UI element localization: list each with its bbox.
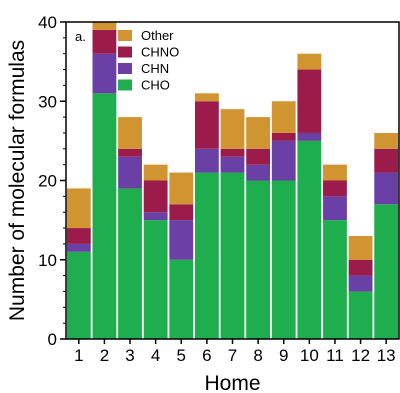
bar-chno-home-10 <box>297 69 322 133</box>
bar-chn-home-10 <box>297 132 322 141</box>
bar-chn-home-3 <box>118 156 142 189</box>
legend-label-chn: CHN <box>141 61 169 76</box>
x-axis-title: Home <box>204 372 260 393</box>
x-axis: 1 2 3 4 5 6 7 8 9 10 11 12 13 <box>74 339 396 365</box>
y-axis: 0 10 20 30 40 <box>38 13 66 349</box>
bar-chn-home-7 <box>220 156 245 173</box>
bar-cho-home-1 <box>66 251 91 339</box>
x-tick-label: 5 <box>177 346 186 365</box>
bar-other-home-4 <box>143 164 168 181</box>
bar-chn-home-13 <box>374 172 399 205</box>
bar-chno-home-4 <box>143 180 168 213</box>
x-tick-label: 10 <box>300 346 319 365</box>
y-tick-label: 30 <box>38 92 57 111</box>
x-tick-label: 2 <box>100 346 109 365</box>
bar-chn-home-12 <box>348 275 373 292</box>
x-tick-label: 3 <box>125 346 134 365</box>
bar-cho-home-13 <box>374 204 399 339</box>
bar-other-home-12 <box>348 235 373 260</box>
bar-chn-home-9 <box>271 140 296 181</box>
panel-label: a. <box>75 29 86 44</box>
x-tick-label: 7 <box>228 346 237 365</box>
bar-cho-home-4 <box>143 220 168 339</box>
bar-other-home-9 <box>271 101 296 133</box>
bar-other-home-6 <box>194 93 219 102</box>
bar-cho-home-10 <box>297 140 322 339</box>
y-tick-label: 20 <box>38 172 57 191</box>
bar-chno-home-12 <box>348 259 373 276</box>
bar-chn-home-8 <box>246 164 271 181</box>
bar-other-home-7 <box>220 109 245 149</box>
y-axis-title: Number of molecular formulas <box>6 40 29 321</box>
x-tick-label: 11 <box>326 346 344 365</box>
bar-other-home-11 <box>323 164 347 181</box>
bar-cho-home-3 <box>118 188 142 339</box>
bar-cho-home-6 <box>194 172 219 339</box>
bar-chn-home-5 <box>169 220 194 260</box>
bar-cho-home-8 <box>246 180 271 339</box>
bar-chn-home-2 <box>92 53 117 94</box>
bar-chno-home-11 <box>323 180 347 197</box>
bar-chno-home-3 <box>118 148 142 157</box>
bar-other-home-10 <box>297 53 322 70</box>
bar-cho-home-11 <box>323 220 347 339</box>
bar-cho-home-5 <box>169 259 194 339</box>
legend-swatch-other <box>118 30 132 41</box>
bar-chno-home-2 <box>92 29 117 54</box>
bar-chn-home-11 <box>323 196 347 221</box>
x-tick-label: 4 <box>151 346 160 365</box>
bar-chno-home-6 <box>194 101 219 149</box>
y-tick-label: 0 <box>48 330 57 349</box>
legend-swatch-chno <box>118 46 132 58</box>
bar-cho-home-7 <box>220 172 245 339</box>
bar-chn-home-4 <box>143 212 168 221</box>
bar-chn-home-6 <box>194 148 219 173</box>
bar-chno-home-5 <box>169 204 194 221</box>
legend-label-other: Other <box>141 28 174 43</box>
x-tick-label: 1 <box>74 346 83 365</box>
y-tick-label: 40 <box>38 13 57 32</box>
bar-other-home-1 <box>66 188 91 229</box>
bar-cho-home-2 <box>92 93 117 339</box>
bar-cho-home-12 <box>348 291 373 339</box>
bar-other-home-3 <box>118 117 142 149</box>
x-tick-label: 12 <box>351 346 370 365</box>
bar-other-home-13 <box>374 132 399 149</box>
bar-other-home-2 <box>92 22 117 30</box>
bar-chno-home-13 <box>374 148 399 173</box>
x-tick-label: 9 <box>279 346 288 365</box>
legend-swatch-cho <box>118 79 132 91</box>
bar-chno-home-7 <box>220 148 245 157</box>
x-tick-label: 8 <box>253 346 262 365</box>
bar-chno-home-9 <box>271 132 296 141</box>
x-tick-label: 6 <box>202 346 211 365</box>
x-tick-label: 13 <box>377 346 396 365</box>
bar-other-home-8 <box>246 117 271 149</box>
bar-chno-home-1 <box>66 228 91 244</box>
bar-chno-home-8 <box>246 148 271 165</box>
legend-swatch-chn <box>118 63 132 74</box>
bar-other-home-5 <box>169 172 194 205</box>
legend-label-cho: CHO <box>141 78 170 93</box>
bar-chn-home-1 <box>66 243 91 252</box>
bar-cho-home-9 <box>271 180 296 339</box>
legend-label-chno: CHNO <box>141 45 179 60</box>
y-tick-label: 10 <box>38 251 57 270</box>
bars-layer <box>66 22 399 339</box>
